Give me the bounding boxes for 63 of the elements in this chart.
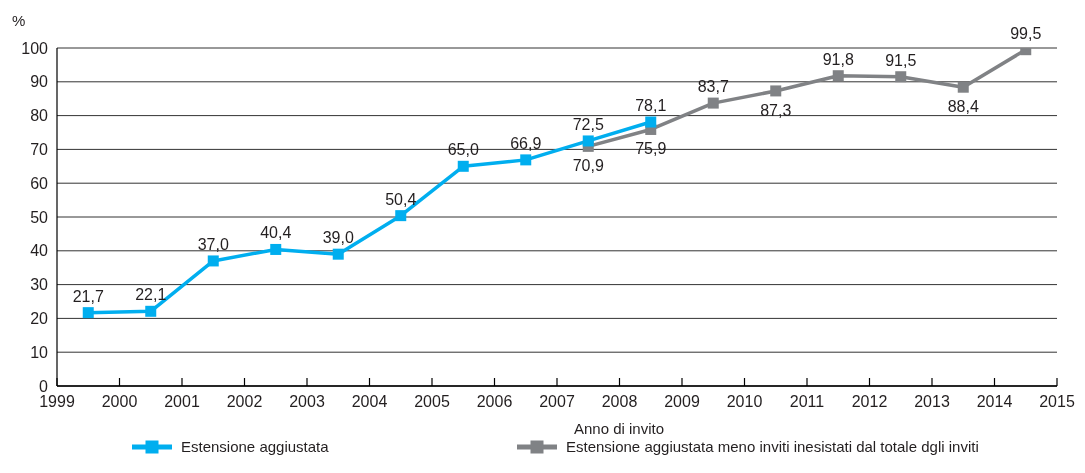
legend-label: Estensione aggiustata meno inviti inesistati dal totale dgli inviti (566, 438, 979, 455)
point (270, 243, 282, 255)
x-axis-title: Anno di invito (573, 420, 665, 437)
point (457, 160, 469, 172)
x-tick-label: 2013 (914, 393, 950, 410)
point (957, 81, 969, 93)
x-tick-label: 2002 (226, 393, 263, 410)
data-label: 91,5 (885, 51, 917, 69)
x-tick-label: 2007 (539, 393, 575, 410)
x-tick-label: 2009 (664, 393, 700, 410)
y-tick-label: 100 (21, 39, 49, 57)
x-tick-label: 2005 (414, 393, 450, 410)
data-label: 99,5 (1010, 24, 1042, 42)
y-axis-title: % (12, 12, 26, 29)
y-tick-label: 90 (30, 73, 49, 91)
data-label: 22,1 (135, 286, 167, 304)
point (520, 154, 532, 166)
y-tick-label: 10 (30, 343, 49, 361)
point (832, 70, 844, 82)
point (145, 305, 157, 317)
point (895, 71, 907, 83)
y-tick-label: 0 (39, 377, 49, 395)
y-tick-label: 40 (30, 242, 49, 260)
data-label: 91,8 (822, 50, 854, 68)
x-tick-label: 2001 (164, 393, 200, 410)
y-tick-label: 30 (30, 276, 49, 294)
data-label: 66,9 (510, 134, 542, 152)
data-label: 88,4 (947, 98, 979, 116)
data-label: 70,9 (572, 157, 604, 175)
point (770, 85, 782, 97)
data-label: 50,4 (385, 190, 417, 208)
y-tick-label: 60 (30, 174, 49, 192)
x-tick-label: 2003 (289, 393, 325, 410)
point (207, 255, 219, 267)
x-tick-label: 2015 (1039, 393, 1075, 410)
x-tick-label: 2008 (601, 393, 638, 410)
x-tick-label: 1999 (39, 393, 75, 410)
point (82, 307, 94, 319)
point (707, 97, 719, 109)
data-label: 72,5 (572, 115, 604, 133)
data-label: 39,0 (322, 229, 354, 247)
data-label: 78,1 (635, 97, 667, 115)
x-tick-label: 2004 (351, 393, 388, 410)
x-tick-label: 2000 (101, 393, 138, 410)
x-tick-label: 2010 (726, 393, 763, 410)
data-label: 87,3 (760, 101, 792, 119)
point (332, 248, 344, 260)
x-tick-label: 2011 (789, 393, 825, 410)
y-tick-label: 80 (30, 107, 49, 125)
y-tick-label: 70 (30, 141, 49, 159)
y-tick-label: 20 (30, 310, 49, 328)
data-label: 40,4 (260, 224, 292, 242)
data-label: 37,0 (197, 235, 229, 253)
data-label: 83,7 (697, 78, 729, 96)
point (582, 135, 594, 147)
y-tick-label: 50 (30, 208, 49, 226)
x-tick-label: 2012 (851, 393, 888, 410)
point (395, 210, 407, 222)
x-tick-label: 2014 (976, 393, 1013, 410)
x-tick-label: 2006 (476, 393, 513, 410)
legend-label: Estensione aggiustata (181, 438, 329, 455)
point (645, 116, 657, 128)
data-label: 21,7 (72, 287, 104, 305)
